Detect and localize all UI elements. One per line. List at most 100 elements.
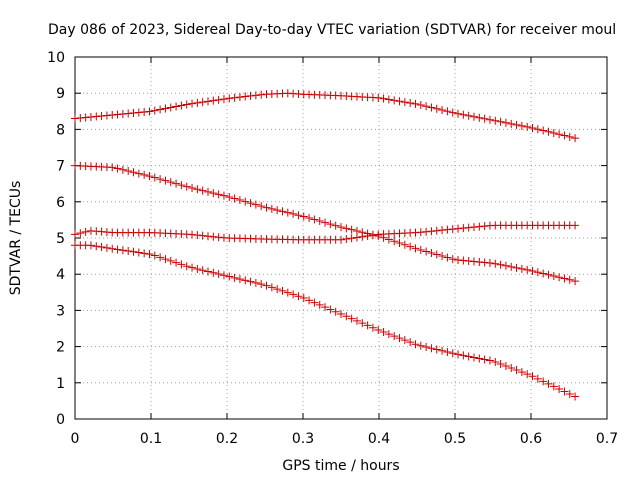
- data-point: [209, 268, 218, 277]
- data-point: [166, 178, 175, 187]
- data-point: [315, 300, 324, 309]
- data-point: [273, 285, 282, 294]
- data-point: [262, 281, 271, 290]
- y-tick-label: 4: [56, 267, 65, 283]
- data-point: [166, 103, 175, 112]
- data-point: [560, 387, 569, 396]
- data-point: [454, 350, 463, 359]
- x-tick-label: 0.7: [596, 431, 618, 447]
- data-point: [342, 224, 351, 233]
- data-point: [496, 260, 505, 269]
- data-point: [129, 108, 138, 117]
- data-point: [496, 359, 505, 368]
- data-point: [118, 246, 127, 255]
- data-point: [443, 107, 452, 116]
- data-point: [166, 256, 175, 265]
- data-point: [182, 262, 191, 271]
- data-point: [140, 249, 149, 258]
- data-point: [438, 346, 447, 355]
- data-point: [427, 248, 436, 257]
- data-point: [337, 223, 345, 232]
- y-tick-label: 9: [56, 86, 65, 102]
- data-point: [485, 115, 494, 124]
- data-point: [182, 182, 191, 191]
- data-point: [464, 223, 473, 232]
- data-point: [182, 100, 191, 109]
- data-point: [214, 95, 223, 104]
- data-point: [571, 134, 580, 143]
- data-point: [422, 342, 431, 351]
- data-point: [544, 270, 553, 279]
- data-point: [475, 222, 484, 231]
- data-point: [156, 105, 165, 114]
- data-point: [337, 310, 345, 319]
- data-point: [193, 98, 202, 107]
- data-point: [470, 112, 478, 121]
- data-point: [470, 257, 478, 266]
- data-point: [352, 233, 361, 242]
- data-point: [565, 390, 574, 399]
- data-point: [214, 270, 223, 279]
- data-point: [480, 222, 489, 231]
- data-marks: [71, 89, 580, 401]
- data-point: [422, 102, 431, 111]
- data-point: [565, 132, 574, 141]
- data-point: [411, 340, 420, 349]
- data-point: [555, 130, 564, 139]
- data-point: [480, 114, 489, 123]
- data-point: [422, 227, 431, 236]
- data-point: [528, 266, 537, 275]
- data-point: [251, 278, 260, 287]
- data-point: [219, 271, 228, 280]
- data-point: [464, 352, 473, 361]
- data-point: [555, 384, 564, 393]
- series-series-3: [71, 221, 580, 244]
- data-point: [374, 325, 383, 334]
- data-point: [310, 215, 319, 224]
- data-point: [129, 168, 138, 177]
- data-point: [86, 113, 95, 122]
- ticks: 0 0.1 0.2 0.3 0.4 0.5 0.6 0.7 0 1 2 3 4 5 6 7 8 9 10: [47, 50, 618, 447]
- data-point: [549, 272, 558, 281]
- data-point: [209, 232, 218, 241]
- data-point: [118, 109, 127, 118]
- data-point: [326, 220, 335, 229]
- y-tick-label: 1: [56, 376, 65, 392]
- data-point: [108, 110, 117, 119]
- data-point: [438, 226, 447, 235]
- data-point: [177, 101, 186, 110]
- data-point: [150, 173, 159, 182]
- data-point: [539, 377, 548, 386]
- data-point: [475, 113, 484, 122]
- data-point: [225, 193, 234, 202]
- data-point: [432, 345, 441, 354]
- y-axis-label: SDTVAR / TECUs: [8, 181, 24, 296]
- data-point: [198, 98, 207, 107]
- data-point: [358, 319, 367, 328]
- data-point: [517, 368, 526, 377]
- data-point: [241, 276, 250, 285]
- data-point: [257, 202, 266, 211]
- data-point: [533, 374, 542, 383]
- data-point: [140, 170, 149, 179]
- data-point: [246, 199, 255, 208]
- data-point: [571, 221, 580, 230]
- data-point: [523, 122, 532, 131]
- y-tick-label: 7: [56, 159, 65, 175]
- data-point: [384, 95, 393, 104]
- data-point: [485, 259, 494, 268]
- data-point: [539, 269, 548, 278]
- data-point: [214, 190, 223, 199]
- data-point: [188, 263, 197, 272]
- data-point: [251, 91, 260, 100]
- data-point: [480, 258, 489, 267]
- data-point: [305, 214, 314, 223]
- data-point: [491, 259, 500, 268]
- data-point: [400, 98, 409, 107]
- data-point: [517, 264, 526, 273]
- data-point: [501, 261, 510, 270]
- data-point: [475, 354, 484, 363]
- data-point: [395, 97, 404, 106]
- data-point: [299, 294, 308, 303]
- data-point: [225, 272, 234, 281]
